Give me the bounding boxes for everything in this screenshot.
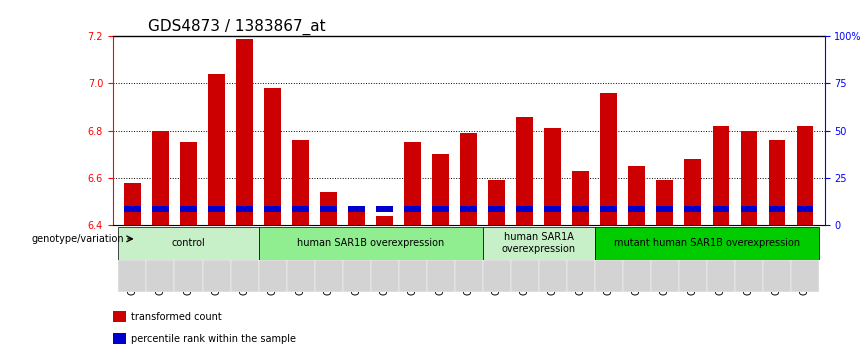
FancyBboxPatch shape [371, 260, 398, 292]
FancyBboxPatch shape [539, 260, 567, 292]
FancyBboxPatch shape [147, 260, 174, 292]
Bar [740, 131, 758, 225]
FancyBboxPatch shape [259, 227, 483, 260]
Bar [208, 74, 225, 225]
Bar [236, 38, 253, 225]
Bar [656, 180, 674, 225]
Bar [180, 143, 197, 225]
Bar [516, 206, 533, 212]
Bar [656, 206, 674, 212]
Bar [572, 171, 589, 225]
FancyBboxPatch shape [398, 260, 427, 292]
FancyBboxPatch shape [567, 260, 595, 292]
FancyBboxPatch shape [174, 260, 202, 292]
Bar [404, 206, 421, 212]
Bar [264, 88, 281, 225]
Bar [348, 206, 365, 225]
Bar [489, 206, 505, 212]
Bar [713, 206, 729, 212]
Bar [797, 126, 813, 225]
Bar [628, 206, 645, 212]
Bar [544, 206, 562, 212]
Bar [293, 140, 309, 225]
Bar [797, 206, 813, 212]
Text: human SAR1B overexpression: human SAR1B overexpression [297, 238, 444, 248]
Bar [113, 311, 126, 322]
Text: genotype/variation: genotype/variation [31, 234, 123, 244]
Bar [768, 206, 786, 212]
FancyBboxPatch shape [483, 227, 595, 260]
FancyBboxPatch shape [118, 260, 147, 292]
Bar [544, 129, 562, 225]
Bar [236, 206, 253, 212]
Bar [601, 206, 617, 212]
FancyBboxPatch shape [427, 260, 455, 292]
Bar [113, 333, 126, 344]
Bar [685, 159, 701, 225]
Bar [404, 143, 421, 225]
Text: transformed count: transformed count [131, 312, 221, 322]
Text: mutant human SAR1B overexpression: mutant human SAR1B overexpression [614, 238, 800, 248]
Bar [601, 93, 617, 225]
Bar [152, 206, 169, 212]
FancyBboxPatch shape [791, 260, 819, 292]
FancyBboxPatch shape [343, 260, 371, 292]
Bar [572, 206, 589, 212]
Bar [264, 206, 281, 212]
Bar [432, 206, 449, 212]
FancyBboxPatch shape [707, 260, 735, 292]
FancyBboxPatch shape [651, 260, 679, 292]
Bar [740, 206, 758, 212]
FancyBboxPatch shape [595, 227, 819, 260]
Bar [293, 206, 309, 212]
Bar [208, 206, 225, 212]
Bar [516, 117, 533, 225]
Bar [768, 140, 786, 225]
FancyBboxPatch shape [202, 260, 231, 292]
Text: human SAR1A
overexpression: human SAR1A overexpression [502, 232, 575, 254]
Bar [432, 154, 449, 225]
FancyBboxPatch shape [595, 260, 623, 292]
FancyBboxPatch shape [735, 260, 763, 292]
Bar [180, 206, 197, 212]
FancyBboxPatch shape [231, 260, 259, 292]
FancyBboxPatch shape [455, 260, 483, 292]
Bar [124, 206, 141, 212]
Bar [348, 206, 365, 212]
Bar [320, 192, 337, 225]
Bar [460, 133, 477, 225]
FancyBboxPatch shape [259, 260, 286, 292]
FancyBboxPatch shape [763, 260, 791, 292]
Text: percentile rank within the sample: percentile rank within the sample [131, 334, 296, 344]
FancyBboxPatch shape [510, 260, 539, 292]
FancyBboxPatch shape [679, 260, 707, 292]
Bar [376, 216, 393, 225]
FancyBboxPatch shape [286, 260, 314, 292]
Text: control: control [172, 238, 206, 248]
Bar [685, 206, 701, 212]
Bar [376, 206, 393, 212]
Text: GDS4873 / 1383867_at: GDS4873 / 1383867_at [148, 19, 326, 35]
Bar [320, 206, 337, 212]
Bar [628, 166, 645, 225]
FancyBboxPatch shape [314, 260, 343, 292]
Bar [489, 180, 505, 225]
Bar [124, 183, 141, 225]
Bar [713, 126, 729, 225]
FancyBboxPatch shape [623, 260, 651, 292]
Bar [152, 131, 169, 225]
Bar [460, 206, 477, 212]
FancyBboxPatch shape [483, 260, 510, 292]
FancyBboxPatch shape [118, 227, 259, 260]
